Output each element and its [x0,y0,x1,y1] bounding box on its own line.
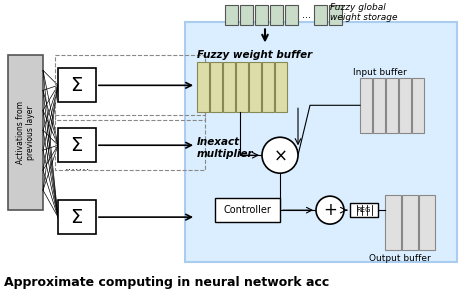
Text: $\Sigma$: $\Sigma$ [71,208,83,227]
FancyBboxPatch shape [314,6,327,25]
Text: Inexact
multiplier: Inexact multiplier [197,137,254,159]
Circle shape [316,196,344,224]
FancyBboxPatch shape [350,203,378,217]
Text: .......: ....... [64,162,90,172]
FancyBboxPatch shape [210,62,222,112]
FancyBboxPatch shape [240,6,253,25]
Text: $\Sigma$: $\Sigma$ [71,76,83,95]
FancyBboxPatch shape [255,6,268,25]
FancyBboxPatch shape [58,68,96,102]
FancyBboxPatch shape [419,195,435,250]
FancyBboxPatch shape [285,6,298,25]
FancyBboxPatch shape [402,195,418,250]
Text: ...: ... [302,10,311,21]
Text: $\times$: $\times$ [273,146,287,164]
FancyBboxPatch shape [412,78,424,133]
FancyBboxPatch shape [373,78,385,133]
Text: REG: REG [357,207,371,213]
FancyBboxPatch shape [386,78,398,133]
FancyBboxPatch shape [275,62,287,112]
Text: Output buffer: Output buffer [369,253,431,263]
Text: $\Sigma$: $\Sigma$ [71,136,83,155]
FancyBboxPatch shape [262,62,274,112]
Text: Fuzzy global
weight storage: Fuzzy global weight storage [330,3,397,22]
Text: Approximate computing in neural network acc: Approximate computing in neural network … [4,275,329,288]
FancyBboxPatch shape [223,62,235,112]
FancyBboxPatch shape [360,78,372,133]
FancyBboxPatch shape [197,62,209,112]
Text: Controller: Controller [223,205,271,215]
FancyBboxPatch shape [225,6,238,25]
FancyBboxPatch shape [270,6,283,25]
Text: Activations from
previous layer: Activations from previous layer [16,101,35,164]
Text: $+$: $+$ [323,201,337,219]
Text: Fuzzy weight buffer: Fuzzy weight buffer [197,50,312,60]
FancyBboxPatch shape [215,198,280,222]
FancyBboxPatch shape [329,6,342,25]
FancyBboxPatch shape [185,22,457,262]
FancyBboxPatch shape [8,55,43,210]
Circle shape [262,137,298,173]
FancyBboxPatch shape [249,62,261,112]
FancyBboxPatch shape [58,128,96,162]
FancyBboxPatch shape [58,200,96,234]
FancyBboxPatch shape [236,62,248,112]
Text: Input buffer: Input buffer [353,68,407,77]
FancyBboxPatch shape [399,78,411,133]
FancyBboxPatch shape [385,195,401,250]
